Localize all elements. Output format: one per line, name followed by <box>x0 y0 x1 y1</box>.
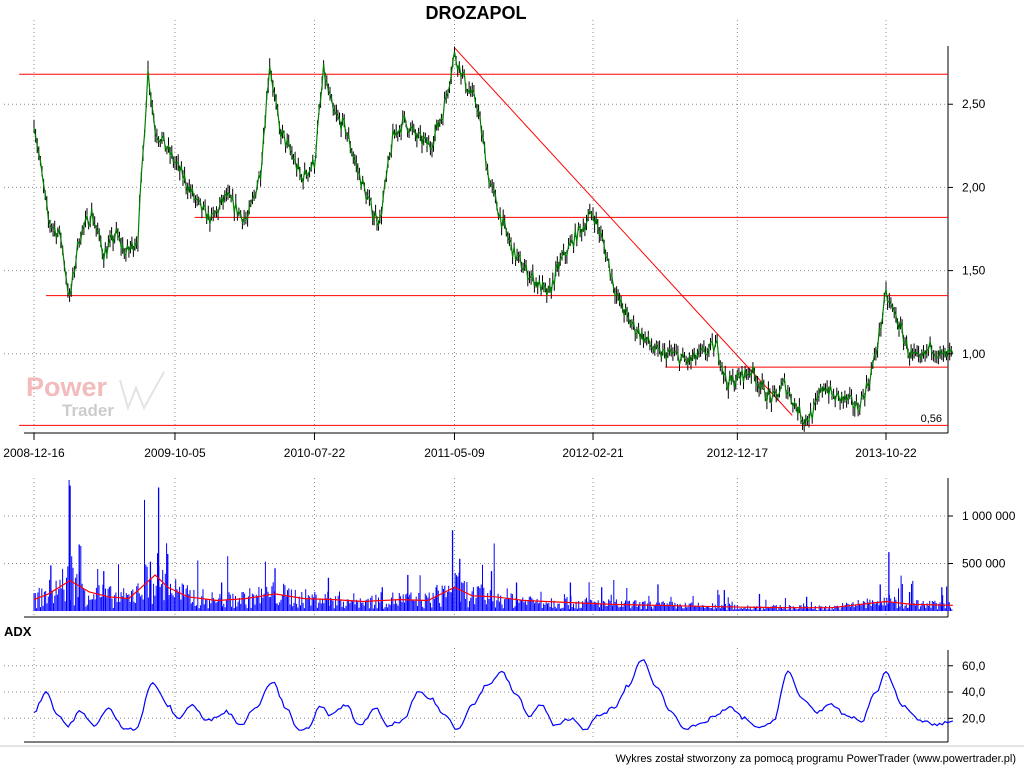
trend-line <box>454 47 793 416</box>
x-tick-label: 2013-10-22 <box>855 446 917 460</box>
price-y-tick-label: 1,00 <box>962 347 986 361</box>
logo-w-mark <box>119 371 165 412</box>
x-tick-label: 2011-05-09 <box>424 446 485 460</box>
volume-y-tick-label: 1 000 000 <box>962 509 1016 523</box>
watermark-logo: Power Trader <box>26 371 165 420</box>
adx-panel-title: ADX <box>4 624 32 639</box>
logo-trader-text: Trader <box>62 401 114 420</box>
last-value-label: 0,56 <box>921 413 942 425</box>
logo-power-text: Power <box>26 372 108 402</box>
volume-average-line <box>33 574 953 609</box>
price-y-tick-label: 1,50 <box>962 264 986 278</box>
x-tick-label: 2008-12-16 <box>3 446 65 460</box>
chart-title: DROZAPOL <box>426 3 527 23</box>
x-tick-label: 2012-12-17 <box>707 446 769 460</box>
adx-y-tick-label: 60,0 <box>962 659 986 673</box>
price-y-tick-label: 2,00 <box>962 180 986 194</box>
grid-layer <box>4 20 948 740</box>
text-layer: 2008-12-16 2009-10-05 2010-07-22 2011-05-09… <box>3 97 1015 725</box>
volume-y-tick-label: 500 000 <box>962 557 1006 571</box>
data-layer <box>19 46 954 732</box>
x-tick-label: 2012-02-21 <box>562 446 624 460</box>
x-tick-label: 2009-10-05 <box>144 446 206 460</box>
price-y-tick-label: 2,50 <box>962 97 986 111</box>
footer-credit: Wykres został stworzony za pomocą progra… <box>615 753 1016 765</box>
x-tick-label: 2010-07-22 <box>284 446 346 460</box>
adx-line <box>33 659 954 732</box>
price-line <box>33 51 954 427</box>
adx-y-tick-label: 40,0 <box>962 685 986 699</box>
axes-layer <box>0 46 1024 747</box>
volume-bars <box>33 480 953 611</box>
adx-y-tick-label: 20,0 <box>962 711 986 725</box>
